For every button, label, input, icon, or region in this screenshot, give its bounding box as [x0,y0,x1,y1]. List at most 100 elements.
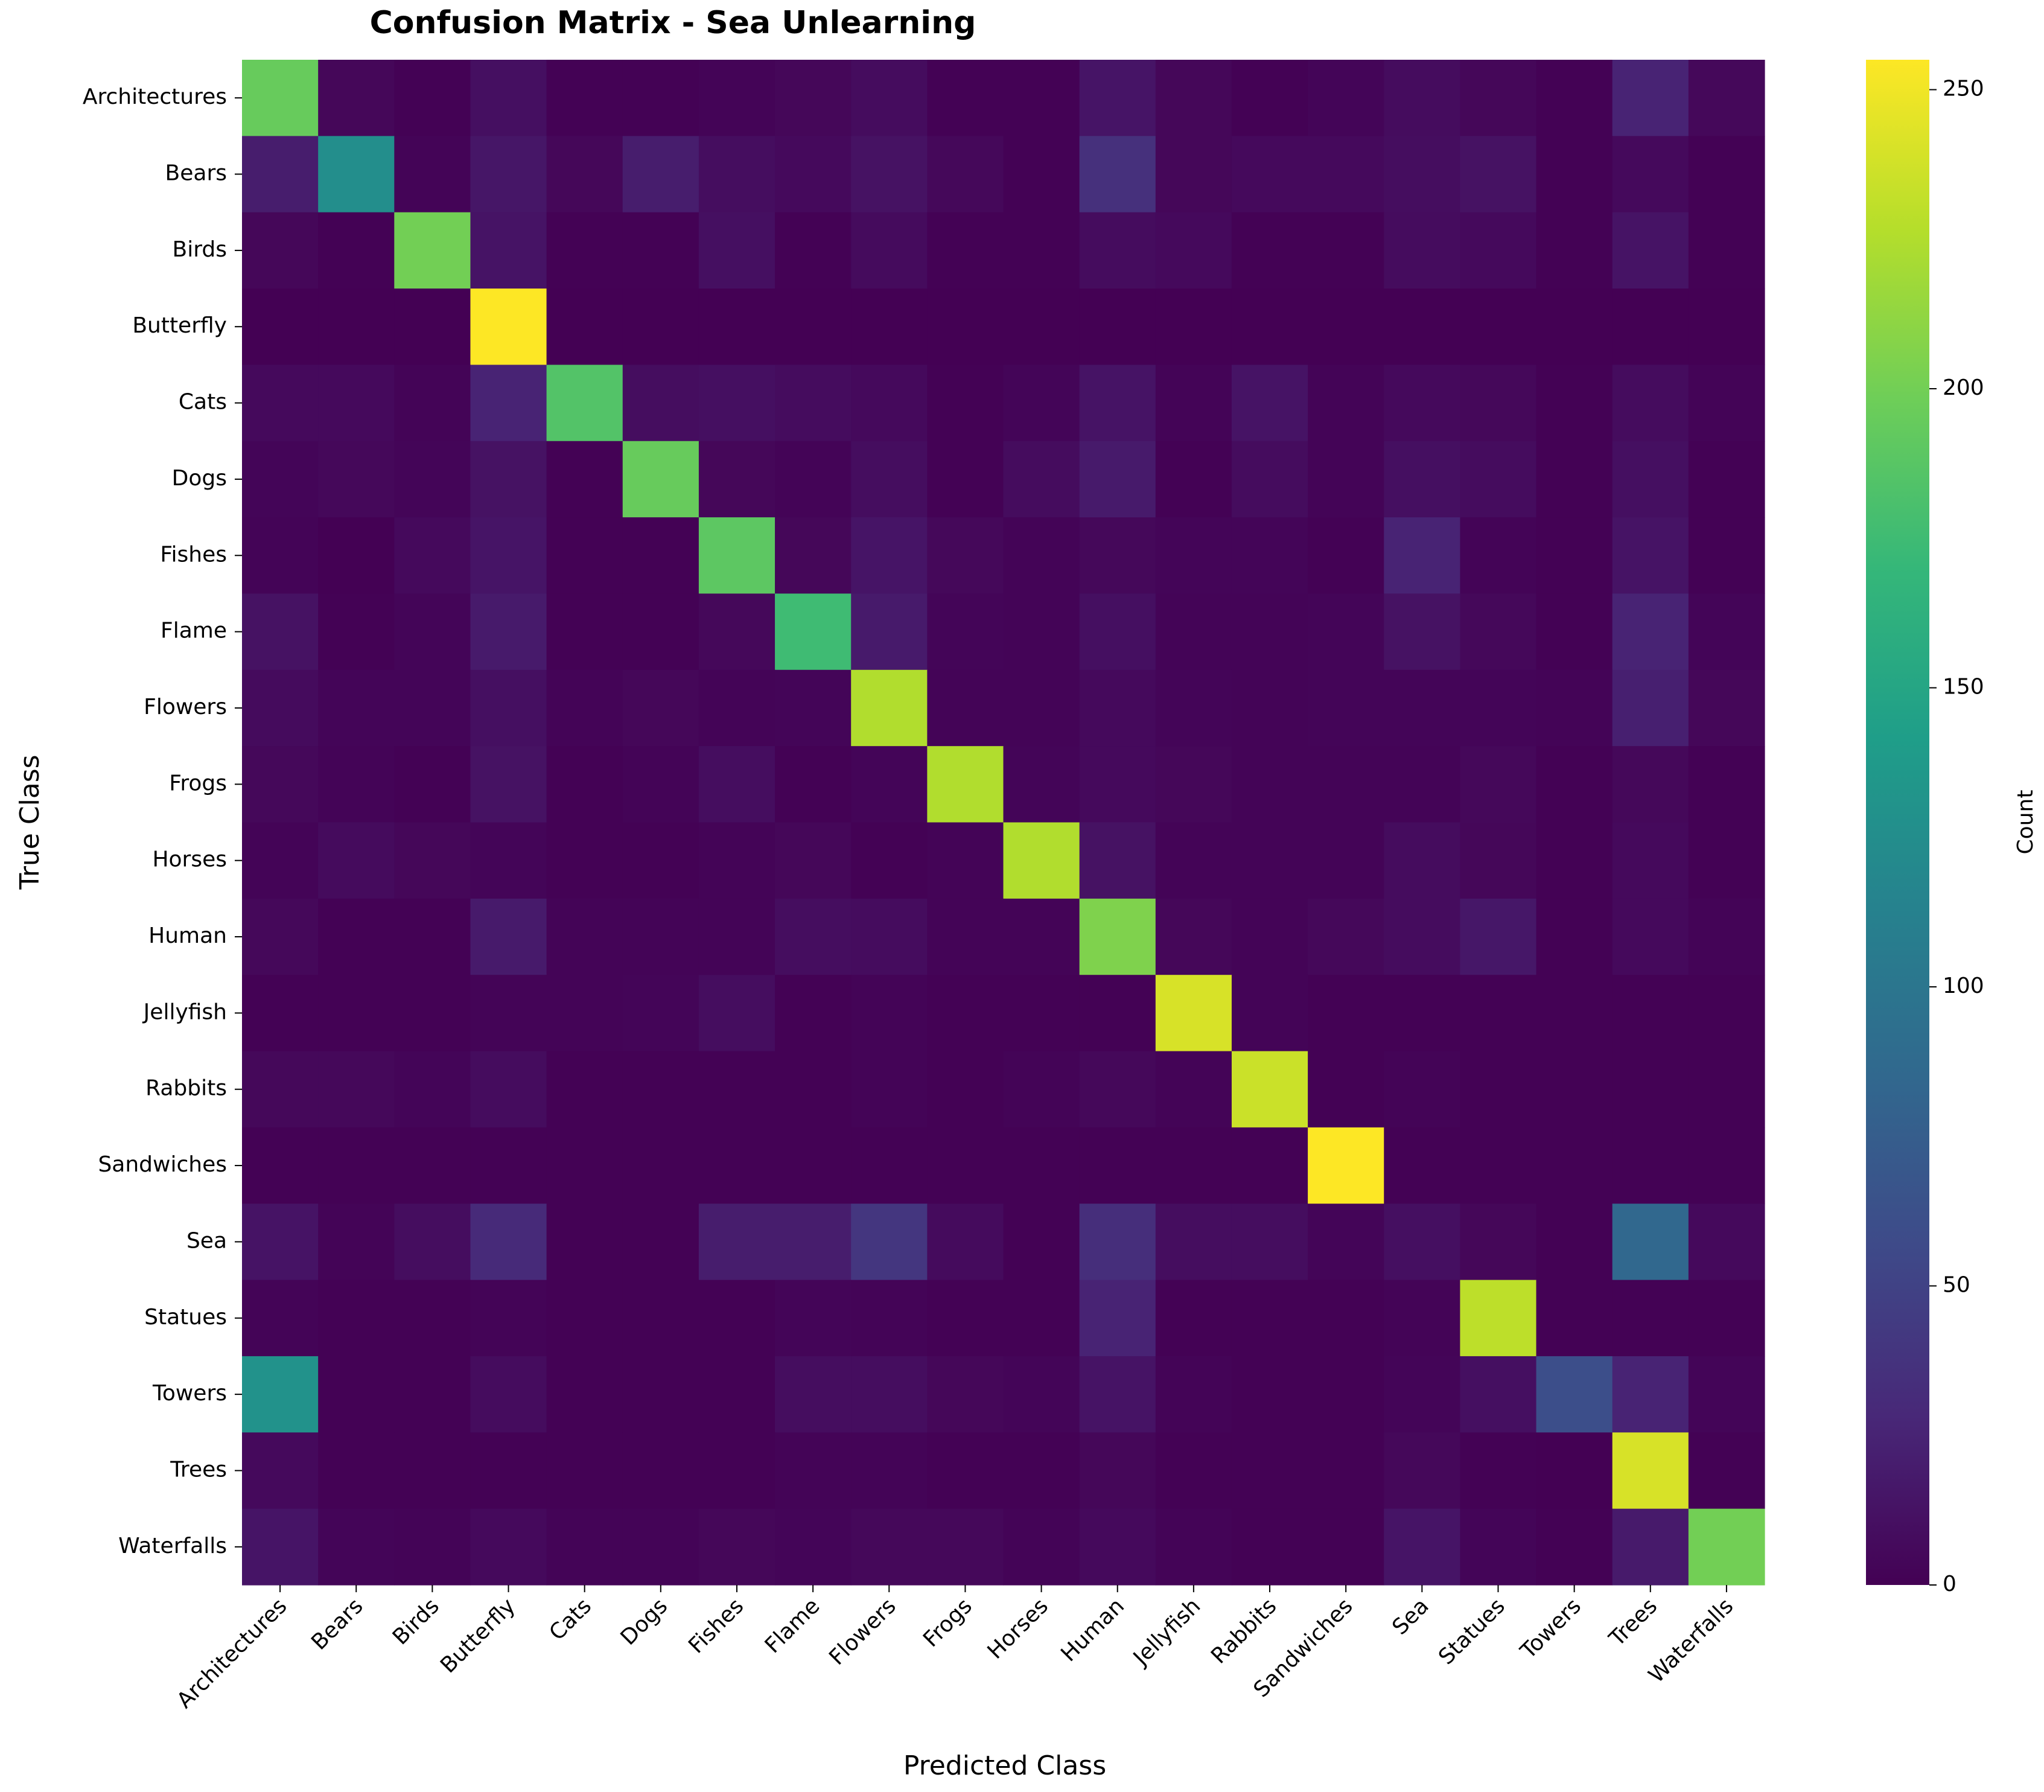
cell-cats-sea [1384,365,1460,442]
cell-trees-fishes [698,1432,775,1510]
cell-sandwiches-dogs [622,1127,699,1204]
cell-horses-bears [318,822,395,899]
cell-trees-sandwiches [1308,1432,1384,1510]
cell-sandwiches-frogs [927,1127,1004,1204]
cell-flowers-trees [1612,669,1689,747]
cell-jellyfish-human [1079,975,1156,1052]
cell-flowers-statues [1460,669,1537,747]
cell-dogs-rabbits [1231,441,1308,518]
y-tick-label-trees: Trees [170,1457,227,1482]
cell-dogs-waterfalls [1688,441,1765,518]
cell-rabbits-bears [318,1051,395,1128]
cell-rabbits-trees [1612,1051,1689,1128]
cell-flowers-butterfly [470,669,547,747]
cell-butterfly-rabbits [1231,289,1308,365]
cell-birds-horses [1003,212,1080,289]
cell-dogs-architectures [242,441,319,518]
cell-waterfalls-human [1079,1508,1156,1586]
cell-flowers-jellyfish [1155,669,1232,747]
cell-sea-sea [1384,1204,1460,1281]
cell-bears-rabbits [1231,136,1308,213]
y-tick-label-sandwiches: Sandwiches [98,1152,227,1177]
cell-birds-towers [1536,212,1613,289]
cell-dogs-cats [546,441,623,518]
cell-horses-birds [394,822,471,899]
cell-dogs-jellyfish [1155,441,1232,518]
cell-jellyfish-cats [546,975,623,1052]
cell-architectures-flame [775,60,852,136]
cell-human-dogs [622,898,699,975]
cell-waterfalls-rabbits [1231,1508,1308,1586]
cell-sea-frogs [927,1204,1004,1281]
y-tick-labels: Architectures Bears Birds Butterfly Cats Dogs… [83,84,242,1558]
cell-rabbits-cats [546,1051,623,1128]
cell-bears-trees [1612,136,1689,213]
cell-trees-horses [1003,1432,1080,1510]
y-tick-label-architectures: Architectures [83,84,227,109]
cell-flowers-flame [775,669,852,747]
cell-rabbits-dogs [622,1051,699,1128]
cell-frogs-fishes [698,746,775,823]
cell-rabbits-jellyfish [1155,1051,1232,1128]
cell-human-statues [1460,898,1537,975]
colorbar: 0 50 100 150 200 250 Count [1866,60,2038,1596]
cell-jellyfish-flowers [851,975,928,1052]
cell-birds-architectures [242,212,319,289]
cell-frogs-butterfly [470,746,547,823]
cell-bears-fishes [698,136,775,213]
cell-trees-architectures [242,1432,319,1510]
cell-sea-waterfalls [1688,1204,1765,1281]
cell-architectures-dogs [622,60,699,136]
cell-cats-rabbits [1231,365,1308,442]
cell-architectures-rabbits [1231,60,1308,136]
cell-architectures-frogs [927,60,1004,136]
y-tick-label-human: Human [148,923,227,948]
cell-bears-frogs [927,136,1004,213]
cell-flame-frogs [927,593,1004,671]
cell-waterfalls-bears [318,1508,395,1586]
cell-butterfly-flowers [851,289,928,365]
cell-towers-horses [1003,1356,1080,1433]
cell-flame-cats [546,593,623,671]
cell-statues-frogs [927,1280,1004,1357]
cell-fishes-horses [1003,517,1080,595]
cell-human-flame [775,898,852,975]
cell-flowers-human [1079,669,1156,747]
cell-sea-cats [546,1204,623,1281]
cell-rabbits-birds [394,1051,471,1128]
cell-horses-architectures [242,822,319,899]
cell-jellyfish-trees [1612,975,1689,1052]
cell-flowers-fishes [698,669,775,747]
cell-waterfalls-trees [1612,1508,1689,1586]
cell-birds-statues [1460,212,1537,289]
cell-sandwiches-statues [1460,1127,1537,1204]
cell-butterfly-sea [1384,289,1460,365]
cell-jellyfish-bears [318,975,395,1052]
cell-dogs-bears [318,441,395,518]
cell-birds-sandwiches [1308,212,1384,289]
cell-dogs-horses [1003,441,1080,518]
cell-waterfalls-sandwiches [1308,1508,1384,1586]
colorbar-gradient [1866,60,1929,1585]
cell-flowers-waterfalls [1688,669,1765,747]
cell-rabbits-sandwiches [1308,1051,1384,1128]
y-tick-label-birds: Birds [173,237,227,262]
cell-statues-cats [546,1280,623,1357]
cell-bears-dogs [622,136,699,213]
cell-sandwiches-waterfalls [1688,1127,1765,1204]
cell-towers-bears [318,1356,395,1433]
cell-flowers-dogs [622,669,699,747]
cell-architectures-birds [394,60,471,136]
cell-towers-flowers [851,1356,928,1433]
cell-frogs-waterfalls [1688,746,1765,823]
cell-human-horses [1003,898,1080,975]
cell-flame-fishes [698,593,775,671]
cell-towers-frogs [927,1356,1004,1433]
cell-jellyfish-frogs [927,975,1004,1052]
cell-dogs-dogs [622,441,699,518]
cell-towers-human [1079,1356,1156,1433]
y-tick-label-jellyfish: Jellyfish [142,1000,227,1024]
cell-statues-bears [318,1280,395,1357]
cell-rabbits-architectures [242,1051,319,1128]
colorbar-tick-label-100: 100 [1943,974,1984,998]
